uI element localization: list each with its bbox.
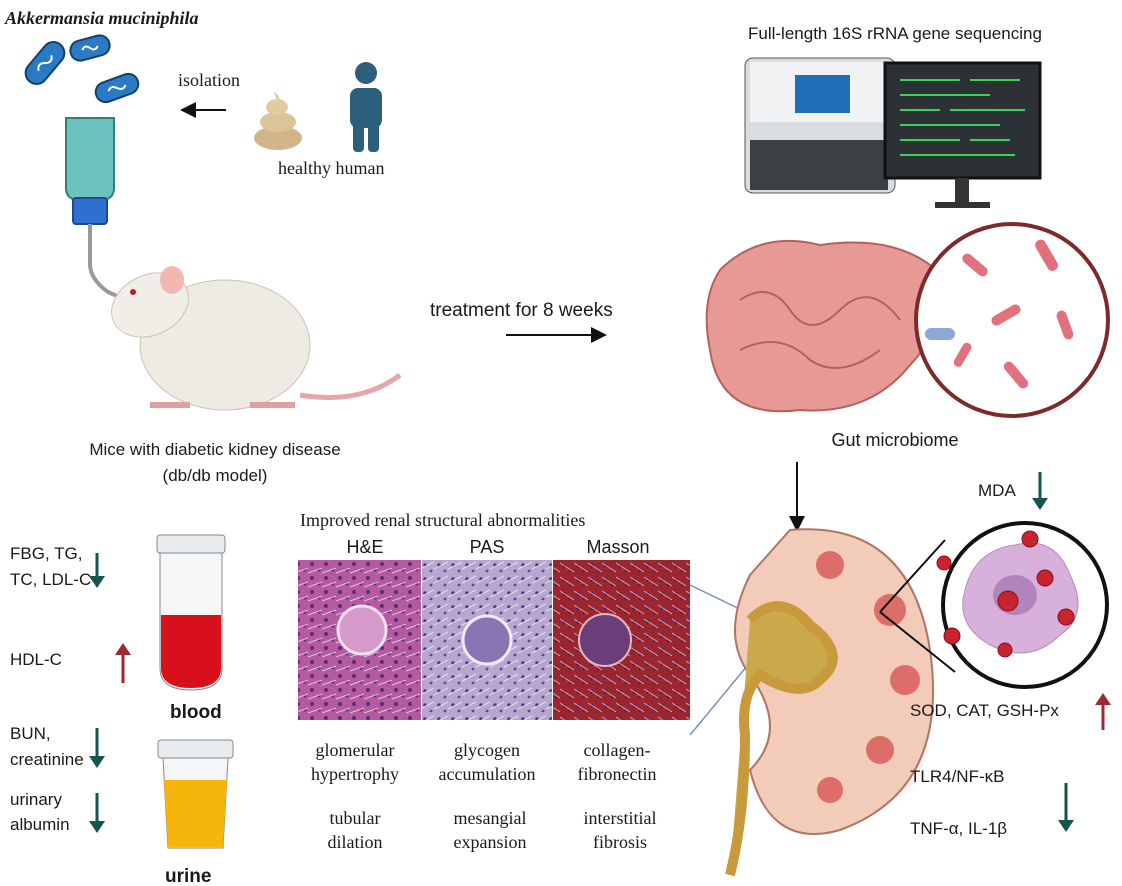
pathway-label: TLR4/NF-κB [910,767,1005,786]
finding-text: fibrosis [593,832,647,852]
stain-he: H&E [346,537,384,557]
finding-text: glomerular [315,740,395,760]
stain-pas: PAS [469,537,505,557]
finding-text: mesangial [453,808,527,828]
treatment-label: treatment for 8 weeks [430,300,613,321]
gut-microbiome-label: Gut microbiome [831,430,959,450]
akkermansia-bacteria-icon [24,34,140,104]
biochem-label: HDL-C [10,650,62,669]
species-name: Akkermansia muciniphila [5,8,199,28]
mda-label: MDA [978,481,1016,500]
cytokine-label: TNF-α, IL-1β [910,819,1008,838]
water-bottle-icon [65,117,131,304]
stain-masson: Masson [586,537,650,557]
blood-tube-icon [156,534,226,691]
biochem-label: creatinine [10,750,84,769]
source-label: healthy human [278,158,385,178]
finding-text: fibronectin [577,764,657,784]
biochem-label: TC, LDL-C [10,570,92,589]
finding-text: accumulation [438,764,536,784]
stool-icon [254,92,302,150]
microbiome-circle-icon [914,222,1110,418]
cell-oxidative-stress-icon [936,521,1109,689]
computer-monitor-icon [883,61,1042,208]
finding-text: tubular [329,808,381,828]
finding-text: interstitial [583,808,657,828]
isolation-label: isolation [178,70,240,90]
mouse-model-line2: (db/db model) [162,466,268,485]
sequencing-label: Full-length 16S rRNA gene sequencing [748,24,1042,43]
histology-images [298,560,690,720]
biochem-label: FBG, TG, [10,544,83,563]
biochem-label: BUN, [10,724,51,743]
kidney-icon [725,528,934,877]
intestine-icon [705,239,938,413]
finding-text: collagen- [583,740,651,760]
finding-text: glycogen [454,740,520,760]
biochem-label: albumin [10,815,70,834]
finding-text: expansion [453,832,527,852]
finding-text: hypertrophy [311,764,399,784]
urine-label: urine [165,866,212,886]
mouse-icon [111,266,402,411]
mouse-model-line1: Mice with diabetic kidney disease [89,440,341,459]
biochem-label: urinary [10,790,62,809]
human-icon [350,62,382,152]
sequencer-icon [744,57,896,194]
antioxidant-label: SOD, CAT, GSH-Px [910,701,1059,720]
urine-cup-icon [157,739,234,849]
blood-label: blood [170,702,222,723]
finding-text: dilation [327,832,383,852]
histology-title: Improved renal structural abnormalities [300,510,586,530]
